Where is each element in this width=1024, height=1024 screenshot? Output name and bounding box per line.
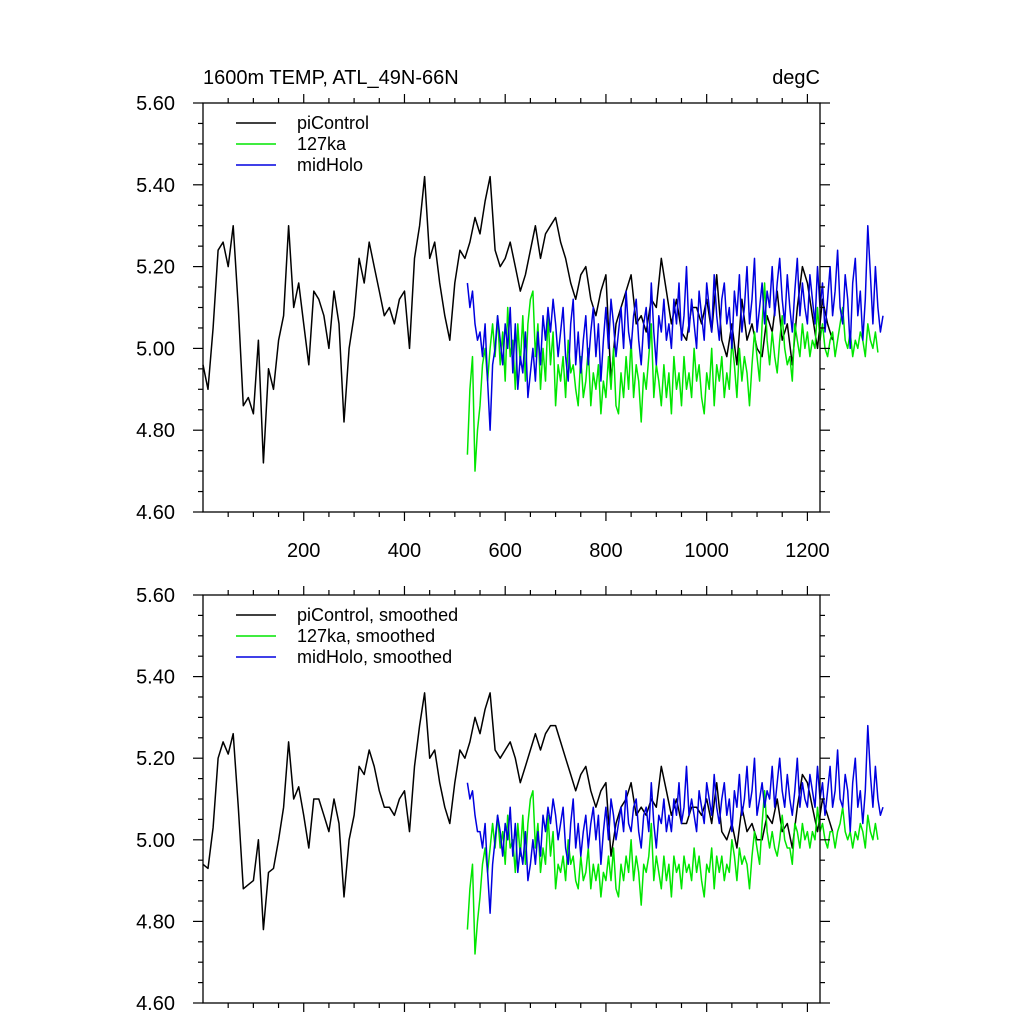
bottom-y-tick-label: 5.60: [136, 585, 175, 607]
top-x-tick-label: 1200: [785, 540, 830, 562]
top-y-tick-label: 5.00: [136, 338, 175, 360]
bottom-y-tick-label: 5.20: [136, 748, 175, 770]
bottom-plot-frame: [202, 594, 821, 1004]
bottom-legend-label-2: 127ka, smoothed: [297, 626, 435, 646]
bottom-legend-label-3: midHolo, smoothed: [297, 647, 452, 667]
top-y-tick-label: 5.60: [136, 93, 175, 115]
bottom-y-tick-label: 5.40: [136, 667, 175, 689]
top-panel: 200 400 600 800 1000 1200 4.60 4.80 5.00 5.20 5.40…: [136, 93, 884, 562]
top-x-tick-label: 800: [589, 540, 622, 562]
top-legend-label-3: midHolo: [297, 155, 363, 175]
top-x-tick-label: 1000: [684, 540, 729, 562]
bottom-panel: 4.60 4.80 5.00 5.20 5.40 5.60 piControl, smoot…: [136, 585, 884, 1015]
top-plot-frame: [202, 102, 821, 513]
bottom-y-tick-label: 5.00: [136, 830, 175, 852]
top-series-line-1: [202, 175, 834, 464]
top-x-tick-label: 600: [489, 540, 522, 562]
top-legend-label-2: 127ka: [297, 134, 347, 154]
bottom-legend-label-1: piControl, smoothed: [297, 605, 458, 625]
bottom-series-line-2: [466, 790, 879, 955]
top-y-tick-label: 4.80: [136, 420, 175, 442]
top-y-tick-label: 5.40: [136, 175, 175, 197]
chart-title: 1600m TEMP, ATL_49N-66N: [203, 67, 459, 89]
bottom-series-line-3: [466, 724, 884, 914]
top-series-line-3: [466, 224, 884, 431]
top-y-tick-label: 5.20: [136, 257, 175, 279]
top-x-tick-label: 200: [287, 540, 320, 562]
top-x-tick-label: 400: [388, 540, 421, 562]
top-legend-label-1: piControl: [297, 113, 369, 133]
top-series-line-2: [466, 282, 879, 472]
bottom-y-tick-label: 4.60: [136, 993, 175, 1015]
bottom-y-tick-label: 4.80: [136, 911, 175, 933]
bottom-series-line-1: [202, 692, 834, 931]
top-y-tick-label: 4.60: [136, 502, 175, 524]
units-label: degC: [772, 67, 820, 89]
